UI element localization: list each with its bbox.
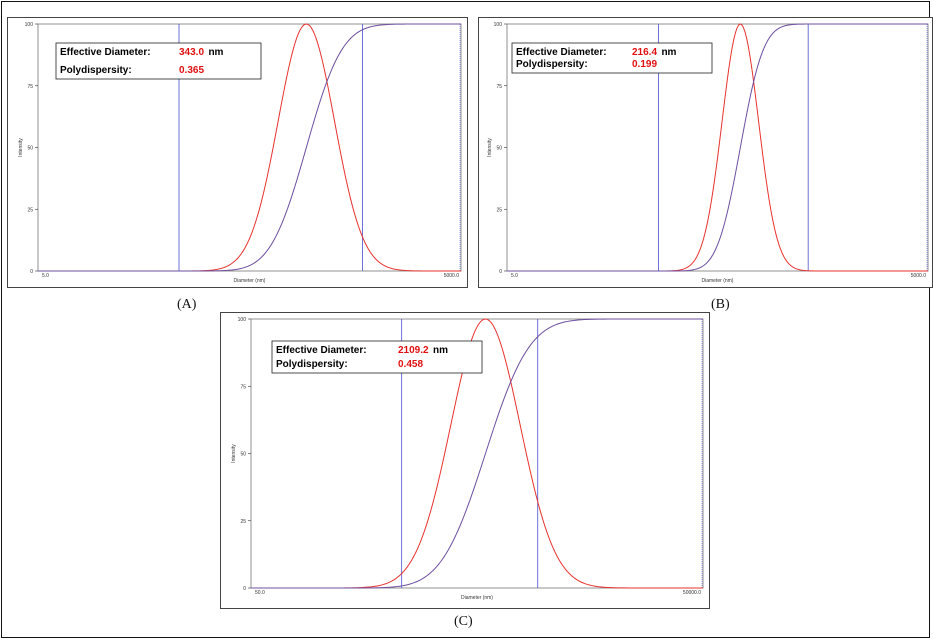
y-tick-label: 0 [30, 269, 33, 275]
x-tick-label-max: 50000.0 [683, 590, 701, 596]
chart-panel-b: 0 25 50 75 100 5.0 5000.0 Diameter (nm) Intensit… [478, 17, 933, 288]
chart-a-svg: 0 25 50 75 100 5.0 5000.0 Diameter (nm) Intensit… [18, 22, 462, 284]
cumulative-curve [251, 318, 703, 589]
y-tick-label: 75 [27, 84, 33, 90]
x-tick-label-min: 5.0 [511, 273, 518, 279]
x-axis-label: Diameter (nm) [461, 595, 493, 601]
panel-label-b: (B) [711, 297, 730, 312]
polydispersity-label: Polydispersity: [60, 65, 132, 76]
polydispersity-label: Polydispersity: [276, 359, 348, 370]
effective-diameter-value: 2109.2 [398, 345, 429, 356]
chart-panel-c: 0 25 50 75 100 50.0 50000.0 Diameter (nm) Intens… [220, 312, 710, 609]
chart-panel-a: 0 25 50 75 100 5.0 5000.0 Diameter (nm) Intensit… [7, 17, 468, 288]
cumulative-curve [38, 23, 461, 272]
y-tick-label: 0 [243, 586, 246, 592]
y-tick-label: 100 [25, 22, 34, 28]
chart-c-svg: 0 25 50 75 100 50.0 50000.0 Diameter (nm) Intens… [231, 317, 704, 601]
x-tick-label-min: 5.0 [42, 273, 49, 279]
y-axis-label: Intensity [231, 444, 237, 463]
effective-diameter-label: Effective Diameter: [60, 47, 151, 58]
polydispersity-value: 0.365 [179, 65, 204, 76]
y-tick-label: 75 [240, 384, 246, 390]
effective-diameter-unit: nm [208, 47, 223, 58]
info-box [271, 340, 483, 374]
y-axis-label: Intensity [487, 138, 493, 157]
effective-diameter-unit: nm [433, 345, 448, 356]
y-tick-label: 0 [499, 269, 502, 275]
panel-label-c: (C) [454, 614, 473, 629]
y-tick-label: 50 [240, 452, 246, 458]
x-tick-label-max: 5000.0 [444, 273, 460, 279]
panel-label-a: (A) [177, 297, 197, 312]
cumulative-curve [507, 23, 928, 272]
effective-diameter-label: Effective Diameter: [276, 345, 367, 356]
y-tick-label: 25 [240, 519, 246, 525]
chart-b-svg: 0 25 50 75 100 5.0 5000.0 Diameter (nm) Intensit… [487, 22, 929, 284]
polydispersity-label: Polydispersity: [516, 59, 588, 70]
y-tick-label: 50 [27, 146, 33, 152]
x-tick-label-max: 5000.0 [911, 273, 927, 279]
y-axis-label: Intensity [18, 138, 24, 157]
y-tick-label: 25 [496, 207, 502, 213]
effective-diameter-unit: nm [661, 47, 676, 58]
x-axis-label: Diameter (nm) [702, 278, 734, 284]
y-tick-label: 25 [27, 207, 33, 213]
effective-diameter-value: 343.0 [179, 47, 204, 58]
effective-diameter-label: Effective Diameter: [516, 47, 607, 58]
x-tick-label-min: 50.0 [255, 590, 265, 596]
y-tick-label: 100 [494, 22, 503, 28]
y-tick-label: 75 [496, 84, 502, 90]
polydispersity-value: 0.199 [632, 59, 657, 70]
x-axis-label: Diameter (nm) [234, 278, 266, 284]
y-tick-label: 50 [496, 146, 502, 152]
effective-diameter-value: 216.4 [632, 47, 657, 58]
info-box [55, 42, 262, 80]
polydispersity-value: 0.458 [398, 359, 423, 370]
y-tick-label: 100 [238, 317, 247, 323]
info-box [511, 42, 713, 74]
